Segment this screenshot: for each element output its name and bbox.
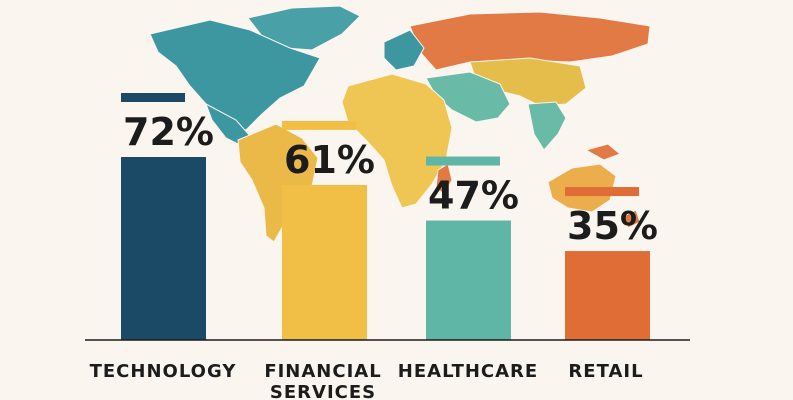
bar-cap-1 xyxy=(121,93,185,102)
bar-4 xyxy=(565,251,650,340)
southeast-asia-shape xyxy=(527,101,567,151)
new-zealand-shape xyxy=(623,209,641,229)
category-label-2-line-1: FINANCIAL xyxy=(264,361,381,382)
value-label-2: 61% xyxy=(284,138,375,182)
category-label-1: TECHNOLOGY xyxy=(90,361,237,382)
value-label-4: 35% xyxy=(567,204,658,248)
new-guinea-shape xyxy=(584,143,621,161)
world-map-background xyxy=(149,5,651,243)
north-america-shape xyxy=(149,19,321,131)
bar-cap-3 xyxy=(426,156,500,166)
europe-shape xyxy=(383,29,425,71)
category-label-2-line-2: SERVICES xyxy=(270,382,376,400)
bar-3 xyxy=(426,220,511,340)
bar-2 xyxy=(282,184,367,340)
bar-1 xyxy=(121,157,206,340)
category-label-3: HEALTHCARE xyxy=(398,361,538,382)
value-label-3: 47% xyxy=(428,174,519,218)
bar-cap-2 xyxy=(282,120,356,130)
bar-cap-4 xyxy=(565,187,639,197)
category-label-4: RETAIL xyxy=(568,361,643,382)
russia-shape xyxy=(409,11,651,71)
value-label-1: 72% xyxy=(123,110,214,154)
